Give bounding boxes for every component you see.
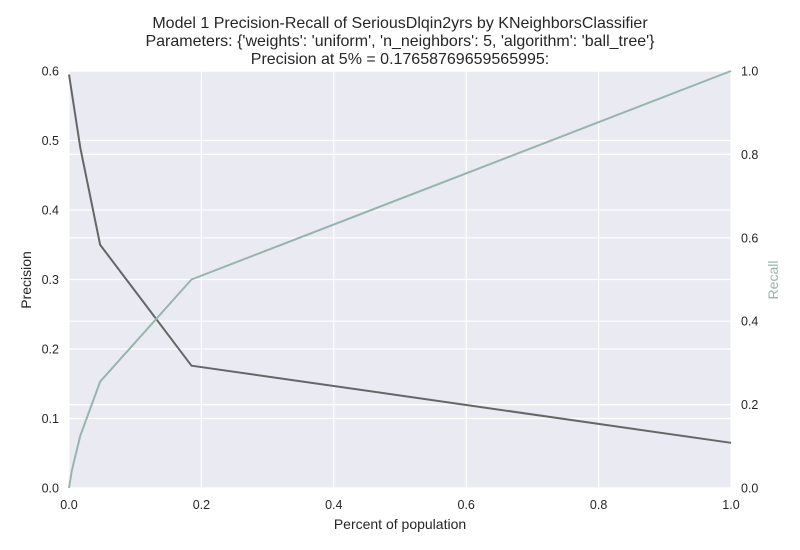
- y-left-tick-label: 0.1: [42, 412, 59, 426]
- y-right-tick-label: 0.4: [741, 315, 758, 329]
- y-left-tick-label: 0.5: [42, 134, 59, 148]
- x-axis-label: Percent of population: [334, 516, 466, 532]
- x-tick-label: 0.2: [193, 498, 210, 512]
- x-tick-label: 1.0: [722, 498, 739, 512]
- recall-line: [68, 70, 732, 489]
- chart-title-line-1: Model 1 Precision-Recall of SeriousDlqin…: [152, 15, 648, 32]
- y-right-tick-label: 0.0: [741, 482, 758, 496]
- y-left-tick-label: 0.3: [42, 273, 59, 287]
- x-tick-label: 0.0: [60, 498, 77, 512]
- x-tick-label: 0.6: [458, 498, 475, 512]
- y-right-tick-label: 0.8: [741, 148, 758, 162]
- x-tick-label: 0.8: [590, 498, 607, 512]
- tick-labels: 0.0 0.2 0.4 0.6 0.8 1.00.00.10.20.30.40.50.60…: [42, 65, 759, 513]
- series-lines: [68, 70, 732, 489]
- y-left-tick-label: 0.0: [42, 482, 59, 496]
- chart-title-line-3: Precision at 5% = 0.17658769659565995:: [251, 51, 549, 68]
- y-right-tick-label: 1.0: [741, 65, 758, 79]
- y-left-tick-label: 0.2: [42, 343, 59, 357]
- y-axis-label-left: Precision: [18, 251, 34, 309]
- x-tick-label: 0.4: [325, 498, 342, 512]
- y-axis-label-right: Recall: [765, 261, 781, 300]
- chart-title-line-2: Parameters: {'weights': 'uniform', 'n_ne…: [145, 33, 655, 50]
- y-left-tick-label: 0.6: [42, 65, 59, 79]
- y-left-tick-label: 0.4: [42, 204, 59, 218]
- y-right-tick-label: 0.6: [741, 231, 758, 245]
- y-right-tick-label: 0.2: [741, 398, 758, 412]
- precision-line: [68, 74, 732, 444]
